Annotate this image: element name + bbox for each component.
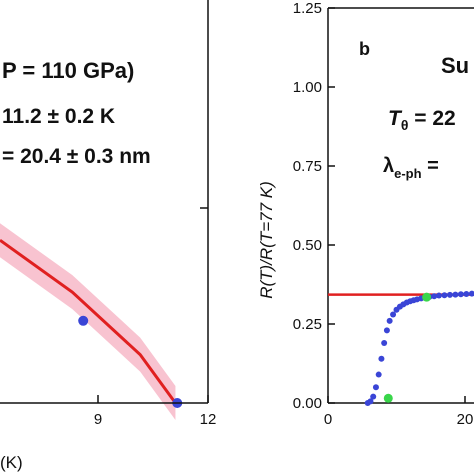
data-point xyxy=(378,355,385,362)
lambda-annotation: λe-ph = xyxy=(383,155,439,181)
data-point xyxy=(375,371,382,378)
marker-points xyxy=(383,292,432,403)
x-tick-label: 0 xyxy=(324,411,332,428)
panel-a: 9 12 (K) P = 110 GPa) 11.2 ± 0.2 K = 20.… xyxy=(0,0,216,472)
x-axis-label: (K) xyxy=(0,453,23,472)
data-point xyxy=(386,317,393,324)
x-tick-label: 20 xyxy=(457,411,474,428)
panel-label: b xyxy=(359,39,370,59)
data-point xyxy=(78,315,89,326)
fit-line xyxy=(0,238,177,404)
data-point xyxy=(390,311,397,318)
data-point xyxy=(383,327,390,334)
y-tick-label: 0.25 xyxy=(293,316,322,333)
data-point xyxy=(431,293,438,300)
y-tick-label: 0.00 xyxy=(293,395,322,412)
data-point xyxy=(435,292,442,299)
x-tick-label: 12 xyxy=(200,411,217,428)
x-ticks xyxy=(97,207,209,403)
data-point xyxy=(452,291,459,298)
fit-curve xyxy=(0,238,177,404)
data-point xyxy=(446,291,453,298)
y-axis-label: R(T)/R(T=77 K) xyxy=(257,181,276,299)
data-points xyxy=(364,290,474,406)
data-point xyxy=(367,398,374,405)
x-tick-label: 9 xyxy=(94,411,102,428)
data-point xyxy=(463,290,470,297)
data-point xyxy=(370,393,377,400)
x-tick-labels: 0 20 xyxy=(324,411,474,428)
y-tick-labels: 0.00 0.25 0.50 0.75 1.00 1.25 xyxy=(293,0,322,412)
marker-point xyxy=(422,292,432,302)
data-point xyxy=(457,291,464,298)
data-point xyxy=(441,292,448,299)
y-tick-label: 1.00 xyxy=(293,79,322,96)
y-tick-label: 0.75 xyxy=(293,158,322,175)
pressure-annotation: P = 110 GPa) xyxy=(2,58,134,83)
marker-point xyxy=(383,393,393,403)
data-point xyxy=(381,339,388,346)
tc-annotation: 11.2 ± 0.2 K xyxy=(2,105,115,128)
axis-ticks xyxy=(327,7,466,404)
coherence-annotation: = 20.4 ± 0.3 nm xyxy=(2,145,151,168)
data-point xyxy=(372,384,379,391)
title-fragment: Su xyxy=(441,53,469,78)
panel-b: 0.00 0.25 0.50 0.75 1.00 1.25 0 20 b Su Tθ = 2… xyxy=(257,0,474,428)
theta-annotation: Tθ = 22 xyxy=(388,107,456,133)
y-tick-label: 0.50 xyxy=(293,237,322,254)
y-tick-label: 1.25 xyxy=(293,0,322,17)
data-point xyxy=(468,290,474,297)
